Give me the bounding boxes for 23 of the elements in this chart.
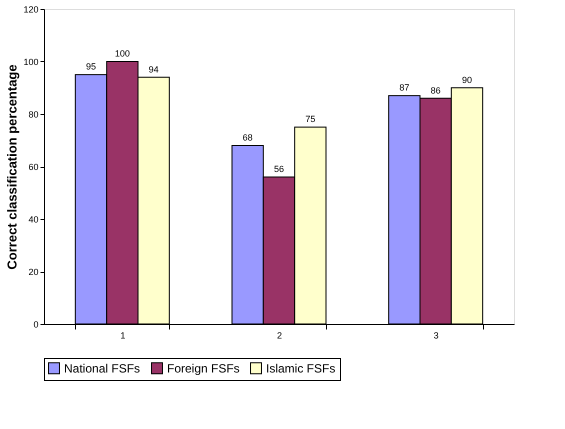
y-tick-label: 40 <box>28 214 38 224</box>
data-label: 90 <box>462 74 472 85</box>
data-label: 100 <box>114 48 130 58</box>
x-tick-label: 1 <box>120 330 126 340</box>
data-label: 95 <box>86 62 96 72</box>
x-tick-label: 3 <box>434 330 439 340</box>
y-tick-label: 60 <box>28 162 38 172</box>
y-tick-label: 0 <box>33 320 38 330</box>
legend-label: National FSFs <box>64 361 140 376</box>
x-tick-label: 2 <box>276 330 282 340</box>
y-tick-label: 120 <box>23 4 38 14</box>
y-axis-title: Correct classification percentage <box>4 64 20 270</box>
legend-label: Islamic FSFs <box>266 361 336 376</box>
data-label: 75 <box>305 114 316 124</box>
data-label: 87 <box>399 82 410 93</box>
y-tick-label: 20 <box>28 267 38 277</box>
y-tick-label: 80 <box>28 110 38 120</box>
data-label: 56 <box>274 164 284 174</box>
legend-label: Foreign FSFs <box>167 361 240 376</box>
data-label: 68 <box>242 132 253 142</box>
y-tick-label: 100 <box>23 57 38 67</box>
data-label: 86 <box>430 85 441 96</box>
data-label: 94 <box>148 64 159 74</box>
